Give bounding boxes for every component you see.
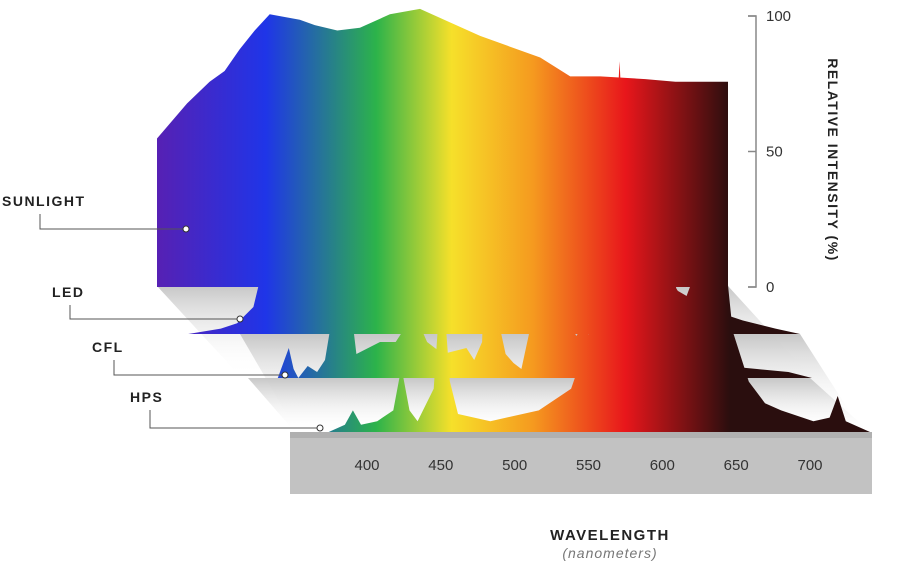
leader-dot-cfl — [281, 371, 289, 379]
y-tick-label: 50 — [766, 144, 783, 161]
x-tick-label: 550 — [576, 457, 601, 474]
spectrum-layers — [157, 8, 870, 432]
x-axis-sublabel: (nanometers) — [562, 545, 657, 561]
y-tick-label: 100 — [766, 8, 791, 25]
leader-dot-hps — [316, 424, 324, 432]
leader-dot-sunlight — [182, 225, 190, 233]
y-axis-ticks: 0 50 100 — [748, 8, 791, 296]
leader-line-cfl — [113, 360, 285, 376]
series-label-hps: HPS — [130, 389, 163, 405]
axis-platform-top — [290, 432, 872, 438]
x-tick-label: 400 — [354, 457, 379, 474]
leader-dot-led — [236, 315, 244, 323]
leader-line-led — [69, 305, 240, 320]
x-axis-label: WAVELENGTH — [550, 527, 670, 544]
series-area-hps — [264, 61, 870, 432]
leader-line-sunlight — [39, 214, 186, 230]
x-tick-label: 650 — [724, 457, 749, 474]
series-label-led: LED — [52, 284, 85, 300]
series-area-cfl — [222, 108, 812, 378]
series-label-cfl: CFL — [92, 339, 124, 355]
axis-platform — [290, 432, 872, 494]
x-tick-label: 500 — [502, 457, 527, 474]
series-labels: SUNLIGHT LED CFL HPS — [2, 193, 324, 432]
x-axis-ticks: 400 450 500 550 600 650 700 — [354, 457, 822, 474]
y-tick-label: 0 — [766, 279, 774, 296]
x-tick-label: 450 — [428, 457, 453, 474]
leader-line-hps — [149, 410, 320, 429]
x-tick-label: 600 — [650, 457, 675, 474]
series-label-sunlight: SUNLIGHT — [2, 193, 86, 209]
x-tick-label: 700 — [797, 457, 822, 474]
y-axis-label: RELATIVE INTENSITY (%) — [825, 58, 841, 262]
